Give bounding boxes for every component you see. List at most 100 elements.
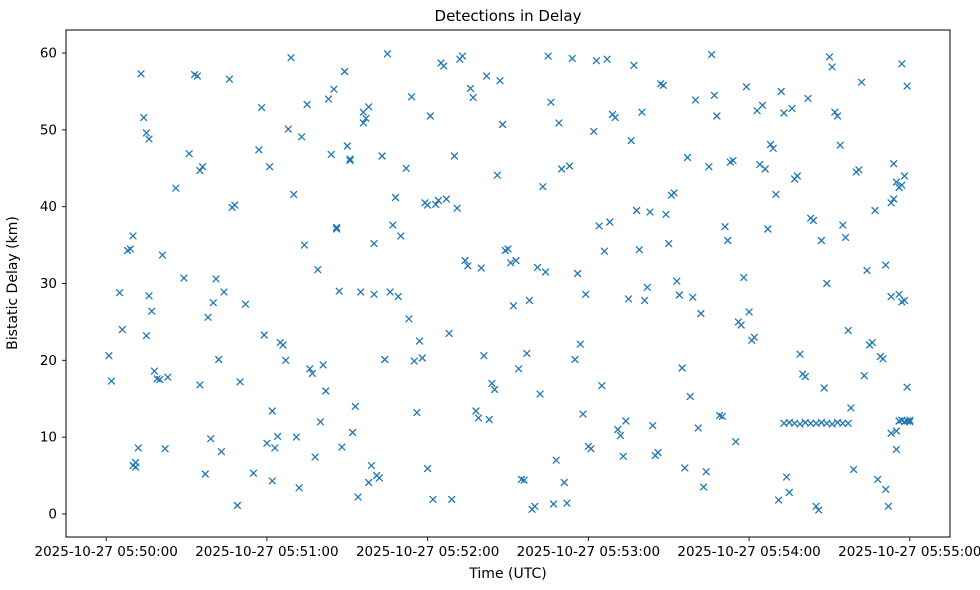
data-point-marker bbox=[587, 445, 595, 453]
data-point-marker bbox=[512, 256, 520, 265]
data-point-marker bbox=[769, 144, 777, 152]
data-point-marker bbox=[785, 488, 793, 497]
data-point-marker bbox=[496, 77, 504, 85]
data-point-marker bbox=[426, 112, 434, 120]
data-point-marker bbox=[348, 428, 357, 437]
data-point-marker bbox=[839, 419, 847, 427]
data-point-marker bbox=[807, 419, 815, 427]
data-point-marker bbox=[466, 84, 475, 93]
data-point-marker bbox=[236, 378, 244, 386]
data-point-marker bbox=[801, 372, 809, 381]
data-point-marker bbox=[255, 146, 263, 154]
data-point-marker bbox=[308, 369, 317, 378]
data-point-marker bbox=[367, 461, 376, 470]
data-point-marker bbox=[407, 93, 416, 101]
chart-title: Detections in Delay bbox=[435, 7, 582, 25]
data-point-marker bbox=[531, 502, 539, 510]
data-point-marker bbox=[892, 427, 901, 435]
data-point-marker bbox=[659, 81, 668, 89]
data-point-marker bbox=[788, 104, 796, 113]
data-point-marker bbox=[844, 419, 852, 427]
y-tick-label: 40 bbox=[40, 199, 57, 215]
data-point-marker bbox=[273, 432, 282, 441]
data-point-marker bbox=[563, 499, 571, 507]
data-point-marker bbox=[233, 501, 242, 510]
data-point-marker bbox=[689, 293, 697, 301]
data-point-marker bbox=[804, 94, 812, 103]
data-point-marker bbox=[118, 325, 126, 334]
data-point-marker bbox=[263, 439, 271, 447]
data-point-marker bbox=[670, 189, 678, 197]
data-point-marker bbox=[354, 493, 362, 501]
data-point-marker bbox=[464, 262, 472, 270]
data-point-marker bbox=[198, 163, 207, 171]
data-point-marker bbox=[745, 308, 753, 316]
data-point-marker bbox=[268, 477, 276, 485]
data-point-marker bbox=[766, 140, 775, 149]
data-point-marker bbox=[145, 135, 153, 143]
data-point-marker bbox=[351, 402, 359, 411]
data-point-marker bbox=[268, 407, 276, 415]
data-point-marker bbox=[600, 247, 609, 255]
data-point-marker bbox=[357, 288, 365, 296]
data-point-marker bbox=[874, 475, 882, 484]
data-point-marker bbox=[498, 120, 507, 129]
data-point-marker bbox=[732, 438, 740, 446]
scatter-points bbox=[105, 50, 914, 514]
data-point-marker bbox=[148, 307, 156, 315]
data-point-marker bbox=[568, 54, 576, 63]
data-point-marker bbox=[474, 414, 483, 422]
data-point-marker bbox=[887, 199, 895, 207]
data-point-marker bbox=[410, 357, 418, 365]
data-point-marker bbox=[630, 61, 638, 69]
data-point-marker bbox=[863, 266, 871, 275]
y-tick-label: 20 bbox=[40, 353, 57, 369]
data-point-marker bbox=[665, 239, 673, 248]
data-point-marker bbox=[887, 429, 895, 437]
data-point-marker bbox=[142, 129, 151, 137]
data-point-marker bbox=[523, 349, 531, 358]
data-point-marker bbox=[418, 354, 426, 362]
data-point-marker bbox=[737, 321, 745, 329]
data-point-marker bbox=[595, 222, 603, 230]
data-point-marker bbox=[381, 355, 389, 364]
data-point-marker bbox=[429, 495, 437, 504]
data-point-marker bbox=[871, 206, 879, 215]
data-point-marker bbox=[415, 337, 424, 345]
data-point-marker bbox=[440, 62, 448, 70]
data-point-marker bbox=[823, 279, 831, 288]
y-axis-ticks: 0 10 20 30 40 50 60 bbox=[40, 46, 66, 522]
data-point-marker bbox=[164, 373, 172, 381]
data-point-marker bbox=[287, 54, 295, 62]
data-point-marker bbox=[450, 152, 459, 160]
data-point-marker bbox=[284, 125, 292, 133]
data-point-marker bbox=[525, 296, 534, 305]
data-point-marker bbox=[316, 418, 325, 426]
data-point-marker bbox=[539, 183, 547, 191]
data-point-marker bbox=[137, 70, 145, 78]
data-point-marker bbox=[847, 404, 855, 412]
data-point-marker bbox=[365, 478, 373, 487]
data-point-marker bbox=[375, 474, 384, 482]
data-point-marker bbox=[507, 259, 515, 267]
data-point-marker bbox=[906, 418, 914, 426]
data-point-marker bbox=[477, 264, 485, 272]
data-point-marker bbox=[681, 464, 689, 472]
data-point-marker bbox=[560, 478, 568, 487]
data-point-marker bbox=[290, 190, 298, 199]
data-point-marker bbox=[699, 483, 708, 491]
data-point-marker bbox=[461, 256, 469, 265]
data-point-marker bbox=[482, 72, 491, 80]
data-point-marker bbox=[627, 136, 635, 145]
data-point-marker bbox=[423, 201, 432, 209]
data-point-marker bbox=[201, 470, 209, 478]
data-point-marker bbox=[196, 381, 204, 389]
data-point-marker bbox=[638, 108, 646, 116]
x-tick-label: 2025-10-27 05:53:00 bbox=[517, 544, 660, 560]
data-point-marker bbox=[413, 408, 421, 417]
data-point-marker bbox=[892, 178, 901, 186]
data-point-marker bbox=[552, 456, 560, 464]
data-point-marker bbox=[271, 444, 279, 452]
data-point-marker bbox=[340, 67, 349, 76]
